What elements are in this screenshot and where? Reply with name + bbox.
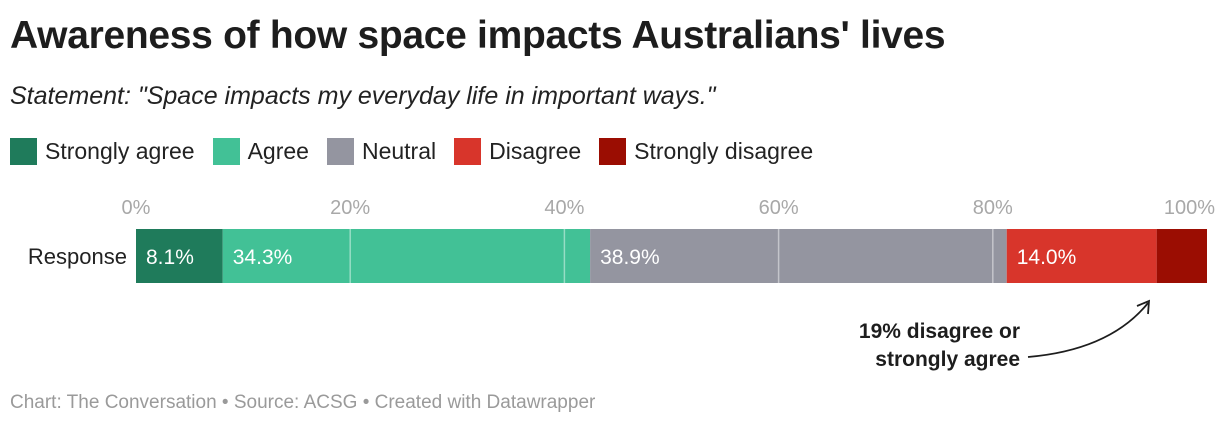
legend-swatch	[599, 138, 627, 165]
legend-swatch	[454, 138, 482, 165]
data-label: 8.1%	[146, 246, 194, 269]
category-label: Response	[28, 244, 127, 269]
annotation-arrow	[1027, 302, 1149, 358]
bar-segment	[590, 229, 1007, 283]
data-label: 14.0%	[1017, 246, 1077, 269]
bar-segment	[1156, 229, 1207, 283]
chart-subtitle: Statement: "Space impacts my everyday li…	[10, 82, 716, 110]
legend-item: Disagree	[454, 138, 581, 165]
chart-title: Awareness of how space impacts Australia…	[10, 14, 946, 57]
bar-segment	[1006, 229, 1157, 283]
legend-label: Neutral	[361, 138, 437, 164]
bar-segment	[136, 229, 223, 283]
legend-label: Disagree	[489, 138, 582, 164]
legend-item: Agree	[212, 138, 309, 165]
legend-label: Strongly disagree	[634, 138, 814, 164]
legend-swatch	[212, 138, 240, 165]
x-tick-label: 80%	[973, 197, 1013, 219]
bar-segment	[222, 229, 591, 283]
x-tick-label: 20%	[330, 197, 370, 219]
legend-item: Neutral	[326, 138, 437, 165]
x-tick-label: 0%	[122, 197, 151, 219]
x-tick-label: 60%	[759, 197, 799, 219]
legend-swatch	[326, 138, 354, 165]
data-label: 38.9%	[600, 246, 660, 269]
arrowhead-icon	[1136, 299, 1151, 315]
legend-label: Strongly agree	[45, 138, 195, 164]
x-tick-label: 100%	[1164, 197, 1215, 219]
annotation-text: strongly agree	[875, 348, 1020, 371]
legend-item: Strongly disagree	[599, 138, 813, 165]
footer: Chart: The Conversation • Source: ACSG •…	[10, 392, 596, 413]
x-tick-label: 40%	[544, 197, 584, 219]
legend: Strongly agree Agree Neutral Disagree Strong…	[10, 138, 813, 165]
annotation-text: 19% disagree or	[859, 320, 1020, 343]
legend-swatch	[10, 138, 37, 165]
legend-item: Strongly agree	[10, 138, 195, 165]
data-label: 34.3%	[233, 246, 293, 269]
legend-label: Agree	[247, 138, 309, 164]
